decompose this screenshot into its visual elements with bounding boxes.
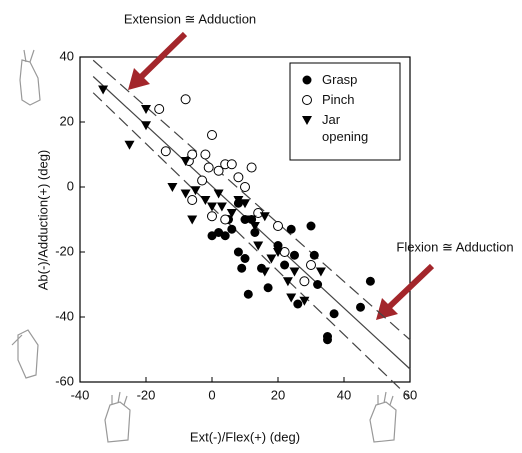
point [237, 263, 247, 273]
point [124, 140, 135, 150]
point [207, 130, 217, 140]
point [253, 241, 264, 251]
point [309, 250, 319, 260]
point [315, 267, 326, 277]
legend-marker [302, 75, 312, 85]
hand-icons [11, 49, 397, 443]
point [227, 224, 237, 234]
point [197, 175, 208, 186]
point [190, 186, 201, 196]
annotation: Flexion ≅ Adduction [396, 239, 513, 254]
point [299, 296, 310, 306]
x-tick-label: 20 [271, 387, 285, 402]
point [290, 250, 299, 260]
legend-marker [302, 95, 312, 105]
point [154, 104, 165, 114]
point [160, 146, 171, 157]
point [240, 199, 250, 209]
point [259, 267, 270, 277]
point [240, 182, 250, 192]
point [200, 149, 211, 160]
point [220, 214, 231, 225]
point [180, 94, 191, 105]
point [293, 299, 303, 309]
point [233, 172, 244, 183]
point [280, 260, 290, 270]
point [226, 159, 237, 170]
y-tick-label: -40 [55, 308, 74, 323]
legend-text: Grasp [322, 72, 358, 87]
point [282, 277, 293, 287]
point [240, 254, 250, 263]
point [306, 221, 316, 231]
point [243, 289, 253, 299]
x-tick-label: 0 [208, 387, 215, 402]
point [329, 309, 339, 319]
point [180, 157, 191, 166]
x-tick-label: -20 [137, 387, 156, 402]
point [263, 283, 273, 293]
point [187, 195, 198, 205]
point [141, 105, 151, 114]
point [246, 162, 257, 173]
x-tick-label: -40 [71, 387, 90, 402]
legend-label: Grasp [322, 72, 358, 87]
point [216, 202, 227, 212]
point [266, 254, 277, 264]
point [180, 189, 191, 199]
point [213, 189, 224, 199]
point [356, 302, 365, 312]
point [187, 215, 198, 225]
point [98, 85, 109, 95]
legend-label: Pinch [322, 92, 355, 107]
point [259, 212, 270, 222]
point [207, 202, 217, 212]
annotation: Extension ≅ Adduction [124, 11, 256, 26]
point [141, 121, 151, 131]
point [213, 165, 224, 176]
point [233, 247, 243, 257]
point [167, 183, 178, 192]
point [273, 221, 283, 231]
point [233, 196, 244, 205]
fit-line [92, 92, 411, 399]
fit-line [92, 59, 411, 341]
point [203, 162, 214, 173]
legend-label: Jar opening [322, 112, 369, 144]
y-tick-label: 0 [67, 178, 74, 193]
point [273, 241, 283, 250]
point [286, 224, 296, 234]
point [289, 267, 300, 277]
legend-text: Jar opening [322, 112, 369, 144]
x-tick-label: 40 [337, 387, 351, 402]
point [286, 293, 297, 303]
y-tick-label: -60 [55, 373, 74, 388]
point [273, 248, 283, 257]
legend-text: Pinch [322, 92, 355, 107]
point [313, 280, 323, 289]
point [240, 215, 250, 224]
point [250, 228, 260, 237]
y-tick-label: -20 [55, 243, 74, 258]
legend-marker [302, 116, 312, 125]
point [200, 196, 211, 205]
x-tick-label: 60 [403, 387, 417, 402]
point [226, 209, 237, 218]
point [365, 276, 375, 286]
point [207, 211, 217, 222]
y-tick-label: 20 [60, 113, 74, 128]
point [187, 149, 198, 160]
y-axis-label: Ab(-)/Adduction(+) (deg) [35, 150, 50, 291]
plot-frame [79, 56, 411, 383]
point [214, 228, 224, 237]
point [246, 215, 257, 225]
x-axis-label: Ext(-)/Flex(+) (deg) [190, 429, 300, 444]
point [299, 276, 310, 287]
point [249, 222, 260, 231]
point [323, 335, 332, 345]
y-tick-label: 40 [60, 48, 74, 63]
point [306, 260, 316, 270]
